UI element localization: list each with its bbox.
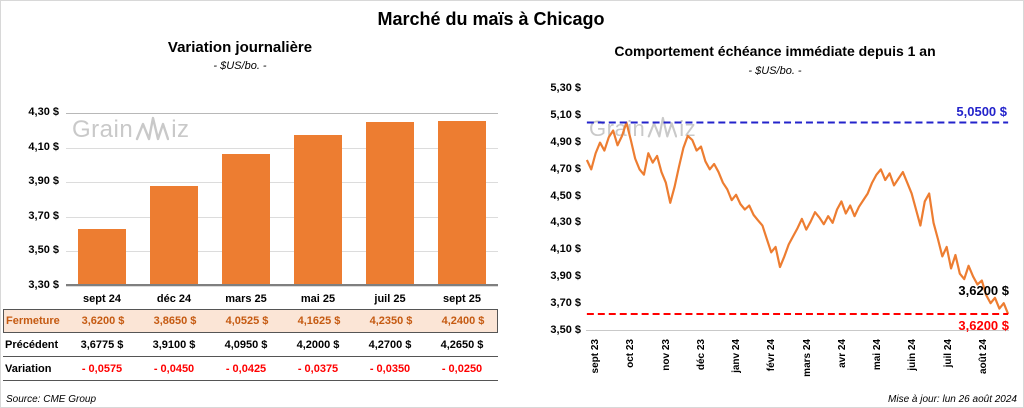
table-cell: 4,2350 $ [369,315,413,327]
price-line [586,121,1009,315]
y-axis-tick-label: 3,90 $ [550,270,581,283]
watermark-zigzag-icon [135,116,170,141]
y-axis-tick-label: 5,10 $ [550,108,581,121]
column-header: déc 24 [156,292,192,305]
table-cell: 4,0950 $ [224,338,268,351]
row-label: Précédent [5,338,59,351]
table-cell: 4,1625 $ [297,315,341,327]
table-cell: - 0,0575 [81,362,123,375]
table-cell: 3,6200 $ [81,315,125,327]
row-label: Fermeture [6,315,60,327]
table-cell: 4,2650 $ [440,338,484,351]
table-row-prev: Précédent 3,6775 $ 3,9100 $ 4,0950 $ 4,2000 … [3,333,498,357]
futures-table: sept 24 déc 24 mars 25 mai 25 juil 25 sept 25… [3,288,498,381]
table-cell: 3,9100 $ [152,338,196,351]
page-title: Marché du maïs à Chicago [377,9,605,29]
column-header: sept 25 [443,292,481,305]
x-axis-tick-label: oct 23 [625,339,637,368]
y-axis-tick-label: 3,70 $ [28,209,59,222]
column-header: mai 25 [300,292,336,305]
x-axis-tick-label: févr 24 [766,339,778,372]
bar [150,186,198,284]
row-label: Variation [5,362,52,375]
x-axis-tick-label: déc 23 [695,339,707,371]
y-axis-tick-label: 5,30 $ [550,82,581,94]
x-axis-tick-label: avr 24 [836,339,848,368]
x-axis-tick-label: juil 24 [942,339,954,368]
table-cell: 4,0525 $ [225,315,269,327]
y-axis-tick-label: 4,10 $ [28,140,59,153]
watermark-text-left: Grain [72,116,134,143]
x-axis-tick-label: mars 24 [801,339,813,377]
x-axis-tick-label: mai 24 [872,339,883,371]
x-axis-tick-label: janv 24 [731,339,742,373]
gridline [66,113,498,114]
table-cell: 3,6775 $ [80,338,124,351]
right-chart-subtitle: - $US/bo. - [748,65,802,77]
left-chart-title: Variation journalière [167,39,313,56]
left-y-axis: 4,30 $ 4,10 $ 3,90 $ 3,70 $ 3,50 $ 3,30 $ [3,106,59,291]
table-cell: 4,2400 $ [441,315,485,327]
min-ref-line-label: 3,6200 $ [958,318,1009,333]
table-cell: 4,2700 $ [368,338,412,351]
table-cell: - 0,0250 [441,362,483,375]
table-cell: - 0,0350 [369,362,411,375]
watermark-text-right: iz [171,116,190,143]
table-cell: 4,2000 $ [296,338,340,351]
y-axis-tick-label: 3,90 $ [28,175,59,188]
max-ref-line-label: 5,0500 $ [956,104,1007,119]
source-note: Source: CME Group [6,394,97,405]
table-cell: 3,8650 $ [153,315,197,327]
column-header: mars 25 [225,292,267,305]
table-cell: - 0,0450 [153,362,195,375]
bar [294,134,342,284]
bar [366,122,414,284]
y-axis-tick-label: 4,90 $ [550,135,581,148]
watermark-grainwiz: Grain iz [72,115,190,145]
watermark-text-left: Grain [589,115,646,141]
left-chart-subtitle: - $US/bo. - [213,60,267,72]
x-axis-tick-label: sept 23 [590,339,601,374]
gridline [66,147,498,149]
y-axis-tick-label: 3,50 $ [550,324,581,336]
gridline [66,216,498,218]
right-y-axis: 5,30 $ 5,10 $ 4,90 $ 4,70 $ 4,50 $ 4,30 $ 4,10… [529,82,581,336]
column-header: juil 25 [374,292,406,305]
y-axis-tick-label: 4,50 $ [550,189,581,202]
y-axis-tick-label: 4,30 $ [550,216,581,229]
gridline [66,286,498,287]
table-header-row: sept 24 déc 24 mars 25 mai 25 juil 25 sept 25 [3,288,498,309]
x-axis-tick-label: août 24 [977,339,989,375]
y-axis-tick-label: 4,30 $ [28,106,59,118]
right-chart-title: Comportement échéance immédiate depuis 1… [614,43,936,59]
table-cell: - 0,0375 [297,362,339,375]
table-row-close: Fermeture 3,6200 $ 3,8650 $ 4,0525 $ 4,1625 … [3,309,498,333]
y-axis-tick-label: 3,70 $ [550,297,581,310]
y-axis-tick-label: 4,10 $ [550,243,581,256]
y-axis-tick-label: 4,70 $ [550,162,581,175]
gridline [66,251,498,253]
front-month-line-chart [586,121,1009,331]
watermark-grainwiz: Grain iz [589,115,696,142]
table-cell: - 0,0425 [225,362,267,375]
x-axis-tick-label: juin 24 [907,339,919,371]
last-point-label: 3,6200 $ [958,283,1009,298]
bar [222,153,270,284]
update-note: Mise à jour: lun 26 août 2024 [888,394,1017,405]
bar [78,228,126,284]
column-header: sept 24 [83,292,121,305]
gridline [66,182,498,184]
table-row-var: Variation - 0,0575 - 0,0450 - 0,0425 - 0,037… [3,357,498,381]
daily-variation-bar-chart: Grain iz [66,113,498,287]
y-axis-tick-label: 3,30 $ [28,279,59,291]
y-axis-tick-label: 3,50 $ [28,244,59,257]
bar [438,121,486,284]
x-axis-tick-label: nov 23 [660,339,672,371]
